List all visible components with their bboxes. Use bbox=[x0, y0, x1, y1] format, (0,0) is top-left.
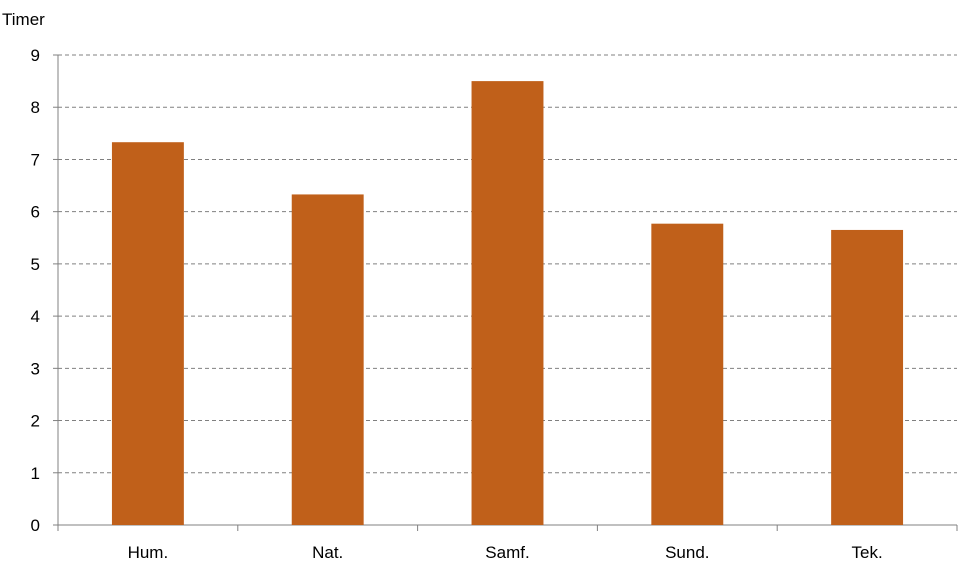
x-tick-label-hum: Hum. bbox=[128, 543, 169, 562]
y-tick-label-4: 4 bbox=[31, 307, 40, 326]
y-tick-label-0: 0 bbox=[31, 516, 40, 535]
y-tick-label-1: 1 bbox=[31, 464, 40, 483]
y-tick-label-8: 8 bbox=[31, 98, 40, 117]
y-axis-title: Timer bbox=[2, 10, 45, 29]
bar-hum bbox=[111, 142, 184, 525]
y-tick-label-2: 2 bbox=[31, 412, 40, 431]
bar-tek bbox=[831, 229, 904, 525]
y-tick-label-3: 3 bbox=[31, 359, 40, 378]
x-tick-label-sund: Sund. bbox=[665, 543, 709, 562]
x-tick-label-nat: Nat. bbox=[312, 543, 343, 562]
bar-samf bbox=[471, 81, 544, 525]
x-tick-label-samf: Samf. bbox=[485, 543, 529, 562]
bar-sund bbox=[651, 223, 724, 525]
y-tick-label-9: 9 bbox=[31, 46, 40, 65]
x-tick-label-tek: Tek. bbox=[852, 543, 883, 562]
bar-nat bbox=[291, 194, 364, 525]
y-tick-label-7: 7 bbox=[31, 150, 40, 169]
y-tick-label-6: 6 bbox=[31, 203, 40, 222]
y-tick-label-5: 5 bbox=[31, 255, 40, 274]
